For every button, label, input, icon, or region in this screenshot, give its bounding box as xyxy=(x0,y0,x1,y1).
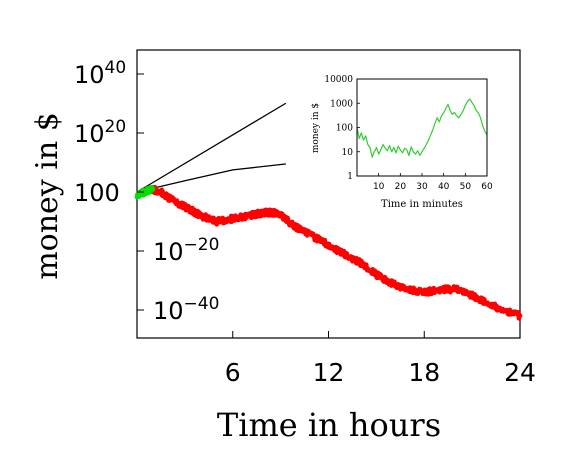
inset-x-tick-label: 10 xyxy=(373,182,385,192)
main-x-ticks: 6 12 18 24 xyxy=(225,331,536,387)
inset-x-tick-label: 60 xyxy=(481,182,493,192)
inset-chart: 10 20 30 40 50 60 1 10 100 1000 10000 Time in min… xyxy=(311,75,493,210)
inset-y-tick-label: 10000 xyxy=(324,75,353,85)
inset-x-axis-label: Time in minutes xyxy=(381,199,463,210)
main-series-line-1 xyxy=(136,102,287,193)
inset-x-tick-label: 40 xyxy=(438,182,450,192)
inset-y-tick-label: 1000 xyxy=(330,99,353,109)
main-x-tick-label: 12 xyxy=(313,358,345,387)
main-series-line-3 xyxy=(149,184,523,321)
main-y-tick-label: 10−40 xyxy=(153,294,219,325)
main-series-layer xyxy=(134,102,523,321)
main-x-tick-label: 18 xyxy=(408,358,440,387)
main-y-axis-label: money in $ xyxy=(30,112,65,280)
main-x-axis-label: Time in hours xyxy=(217,406,441,444)
inset-series-layer xyxy=(356,98,488,158)
main-y-tick-label: 10−20 xyxy=(153,235,219,266)
inset-y-tick-label: 100 xyxy=(336,124,353,134)
inset-x-tick-label: 20 xyxy=(395,182,407,192)
main-x-tick-label: 24 xyxy=(504,358,536,387)
inset-y-tick-label: 10 xyxy=(342,148,354,158)
main-y-tick-label: 100 xyxy=(74,179,120,207)
inset-x-tick-label: 50 xyxy=(460,182,472,192)
main-y-ticks: 1040 1020 100 10−20 10−40 xyxy=(74,58,219,325)
inset-x-tick-label: 30 xyxy=(416,182,428,192)
inset-x-ticks: 10 20 30 40 50 60 xyxy=(373,173,493,192)
inset-y-tick-label: 1 xyxy=(347,172,353,182)
inset-y-ticks: 1 10 100 1000 10000 xyxy=(324,75,360,182)
inset-series-line-1 xyxy=(356,98,488,158)
main-y-tick-label: 1040 xyxy=(74,58,126,89)
inset-background xyxy=(357,79,487,176)
main-x-tick-label: 6 xyxy=(225,358,241,387)
main-y-tick-label: 1020 xyxy=(74,117,126,148)
inset-y-axis-label: money in $ xyxy=(311,103,321,153)
main-series-line-4 xyxy=(134,185,156,200)
main-series-line-2 xyxy=(136,163,287,193)
